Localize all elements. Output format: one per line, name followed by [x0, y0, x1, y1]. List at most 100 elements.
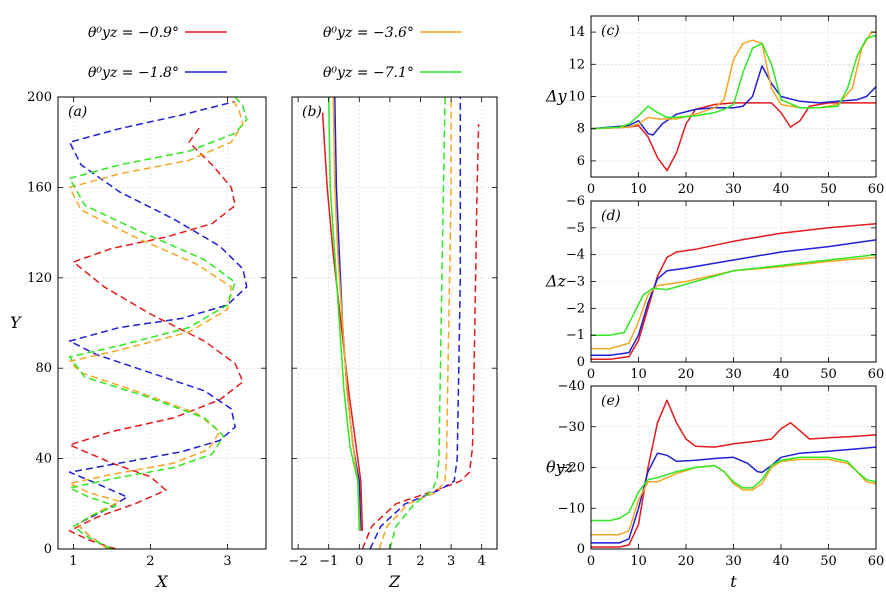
x-tick-label: 20 — [678, 367, 695, 382]
series-line — [68, 97, 244, 549]
x-tick-label: 10 — [630, 554, 647, 569]
series-line — [68, 97, 248, 549]
x-tick-label: 60 — [868, 367, 885, 382]
panel-label: (d) — [601, 208, 621, 224]
x-tick-label: −1 — [319, 554, 338, 569]
panel-c: 0 10 20 30 40 50 60 6 8 10 12 14 (c) Δy — [545, 15, 885, 197]
x-axis-label: X — [154, 572, 168, 591]
y-axis-label: Δy — [545, 87, 568, 106]
y-tick-label: −10 — [558, 501, 585, 516]
x-tick-label: 40 — [773, 554, 790, 569]
y-tick-label: −20 — [558, 461, 585, 476]
panel-a: 1 2 3 0 40 80 120 160 200 (a) X Y — [10, 90, 267, 591]
y-tick-label: 0 — [44, 542, 52, 557]
x-tick-label: 30 — [725, 367, 742, 382]
x-axis-label: t — [730, 572, 737, 591]
x-tick-label: 3 — [223, 554, 231, 569]
x-axis-label: Z — [388, 572, 401, 591]
x-tick-label: 40 — [773, 367, 790, 382]
y-tick-label: 14 — [568, 25, 585, 40]
y-axis-label: θyz — [546, 458, 574, 477]
panel-d: 0 10 20 30 40 50 60 0 −1 −2 −3 −4 −5 −6 (d) Δz — [545, 194, 884, 382]
x-tick-label: −2 — [289, 554, 308, 569]
x-tick-label: 2 — [416, 554, 424, 569]
x-tick-label: 50 — [820, 182, 837, 197]
x-tick-label: 3 — [447, 554, 455, 569]
x-tick-label: 0 — [587, 182, 595, 197]
y-tick-label: 80 — [35, 361, 52, 376]
series-line — [369, 97, 462, 549]
series-line — [591, 34, 876, 130]
x-tick-label: 50 — [820, 554, 837, 569]
y-tick-label: −30 — [558, 420, 585, 435]
series-line — [591, 223, 876, 361]
x-tick-label: 30 — [725, 182, 742, 197]
y-tick-label: 0 — [577, 542, 585, 557]
panel-label: (b) — [302, 104, 322, 120]
panel-e: 0 10 20 30 40 50 60 0 −10 −20 −30 −40 (e) t θyz — [546, 379, 884, 591]
y-tick-label: −3 — [566, 275, 585, 290]
x-tick-label: 10 — [630, 182, 647, 197]
series-line — [591, 102, 876, 172]
series-line — [591, 446, 876, 544]
y-tick-label: 12 — [568, 57, 585, 72]
panel-label: (e) — [601, 393, 620, 409]
y-tick-label: −5 — [566, 221, 585, 236]
x-tick-label: 40 — [773, 182, 790, 197]
series-line — [591, 65, 876, 136]
series-line — [591, 253, 876, 336]
x-tick-label: 1 — [69, 554, 77, 569]
y-tick-label: −2 — [566, 301, 585, 316]
y-axis-label: Δz — [545, 272, 567, 291]
series-line — [591, 256, 876, 350]
series-line — [327, 97, 361, 531]
series-line — [361, 124, 480, 549]
series-line — [378, 97, 452, 549]
axes-frame — [57, 96, 267, 550]
y-tick-label: −4 — [566, 248, 585, 263]
x-tick-label: 10 — [630, 367, 647, 382]
series-line — [389, 97, 446, 549]
y-tick-label: 8 — [577, 122, 585, 137]
legend-label: θ⁰yz = −3.6° — [323, 25, 414, 41]
legend-label: θ⁰yz = −7.1° — [323, 65, 414, 81]
y-tick-label: −6 — [566, 194, 585, 209]
panel-label: (c) — [601, 23, 620, 39]
x-tick-label: 30 — [725, 554, 742, 569]
legend-label: θ⁰yz = −0.9° — [88, 25, 179, 41]
y-tick-label: 160 — [27, 180, 52, 195]
x-tick-label: 50 — [820, 367, 837, 382]
panel-label: (a) — [68, 104, 87, 120]
y-tick-label: −1 — [566, 328, 585, 343]
y-tick-label: 6 — [577, 154, 585, 169]
series-line — [591, 31, 876, 130]
y-tick-label: 200 — [27, 90, 52, 105]
panel-b: −2 −1 0 1 2 3 4 (b) Z — [289, 96, 498, 591]
y-axis-label: Y — [10, 313, 22, 332]
x-tick-label: 0 — [355, 554, 363, 569]
legend: θ⁰yz = −0.9° θ⁰yz = −1.8° θ⁰yz = −3.6° θ⁰yz… — [88, 25, 462, 81]
y-tick-label: 10 — [568, 90, 585, 105]
x-tick-label: 60 — [868, 182, 885, 197]
series-line — [591, 458, 876, 536]
x-tick-label: 1 — [386, 554, 394, 569]
x-tick-label: 20 — [678, 554, 695, 569]
y-tick-label: 40 — [35, 452, 52, 467]
series-line — [591, 399, 876, 548]
legend-label: θ⁰yz = −1.8° — [88, 65, 179, 81]
series-line — [68, 125, 244, 549]
x-tick-label: 2 — [146, 554, 154, 569]
y-tick-label: −40 — [558, 379, 585, 394]
y-tick-label: 120 — [27, 271, 52, 286]
series-line — [591, 239, 876, 357]
series-line — [591, 456, 876, 522]
x-tick-label: 60 — [868, 554, 885, 569]
axes-frame — [291, 96, 498, 550]
y-tick-label: 0 — [577, 355, 585, 370]
x-tick-label: 0 — [587, 367, 595, 382]
series-line — [332, 97, 361, 531]
x-tick-label: 4 — [478, 554, 486, 569]
x-tick-label: 0 — [587, 554, 595, 569]
